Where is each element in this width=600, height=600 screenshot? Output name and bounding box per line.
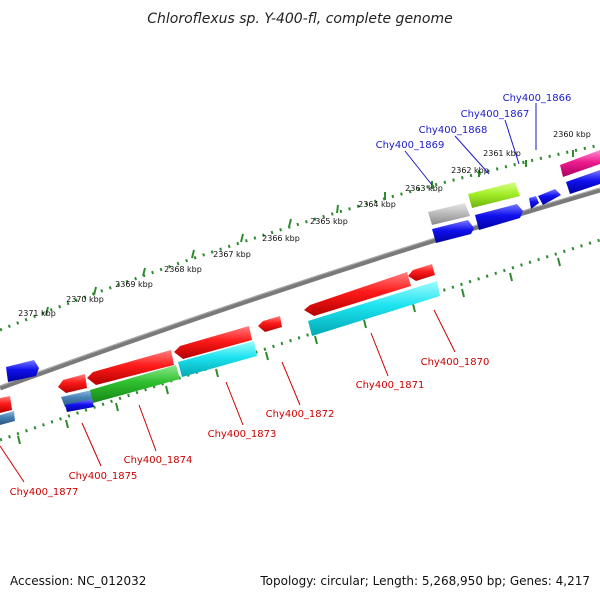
gene-cyan-1871 [308,281,440,336]
gene-blue-left [6,360,39,382]
gene-red-edge [0,396,12,413]
scale-label-2363: 2363 kbp [405,184,443,193]
inner-major-ticks [17,257,561,445]
scale-label-2361: 2361 kbp [483,149,521,158]
forward-strand-genes [6,150,600,382]
gene-blue-1868 [475,204,523,230]
outer-major-ticks [45,150,574,316]
gene-red-1875a [58,374,87,393]
gene-label-chy400-1866: Chy400_1866 [503,93,572,104]
scale-label-2368: 2368 kbp [164,265,202,274]
scale-label-2371: 2371 kbp [18,309,56,318]
gene-blue-1875 [65,399,94,412]
scale-label-2370: 2370 kbp [66,295,104,304]
gene-label-chy400-1870: Chy400_1870 [421,357,490,368]
gene-steel-1875 [61,390,94,407]
scale-label-2369: 2369 kbp [115,280,153,289]
gene-blue-1867 [529,196,539,209]
gene-blue-1869 [432,220,474,243]
gene-blue-1866 [538,189,561,205]
scale-label-2367: 2367 kbp [213,250,251,259]
gene-red-1870 [408,264,435,281]
gene-label-chy400-1871: Chy400_1871 [356,380,425,391]
scale-label-2362: 2362 kbp [451,166,489,175]
gene-red-1874 [87,350,174,385]
gene-red-1873 [174,326,252,359]
scale-label-2360: 2360 kbp [553,130,591,139]
accession-text: Accession: NC_012032 [10,574,146,588]
reverse-label-connectors [0,309,456,483]
gene-green-1874 [90,365,180,403]
gene-label-chy400-1868: Chy400_1868 [419,125,488,136]
map-title: Chloroflexus sp. Y-400-fl, complete geno… [147,11,453,27]
reverse-strand-genes [0,264,440,425]
gene-label-chy400-1875: Chy400_1875 [69,471,138,482]
gene-red-1872 [258,316,282,332]
gene-pink [560,150,600,177]
gene-red-1871 [304,272,411,316]
topology-text: Topology: circular; Length: 5,268,950 bp… [259,574,590,588]
gene-label-chy400-1877: Chy400_1877 [10,487,79,498]
gene-label-chy400-1869: Chy400_1869 [376,140,445,151]
gene-steel-edge [0,411,15,425]
scale-label-2365: 2365 kbp [310,217,348,226]
gene-blue-right [566,170,600,194]
gene-cyan-1873 [178,341,257,377]
scale-label-2366: 2366 kbp [262,234,300,243]
gene-label-chy400-1872: Chy400_1872 [266,409,335,420]
gene-gray [428,203,470,225]
scale-label-2364: 2364 kbp [358,200,396,209]
outer-scale-ring [0,143,600,332]
gene-label-chy400-1873: Chy400_1873 [208,429,277,440]
gene-label-chy400-1867: Chy400_1867 [461,109,530,120]
forward-label-connectors [404,103,537,186]
gene-label-chy400-1874: Chy400_1874 [124,455,193,466]
gene-lime [468,182,520,208]
